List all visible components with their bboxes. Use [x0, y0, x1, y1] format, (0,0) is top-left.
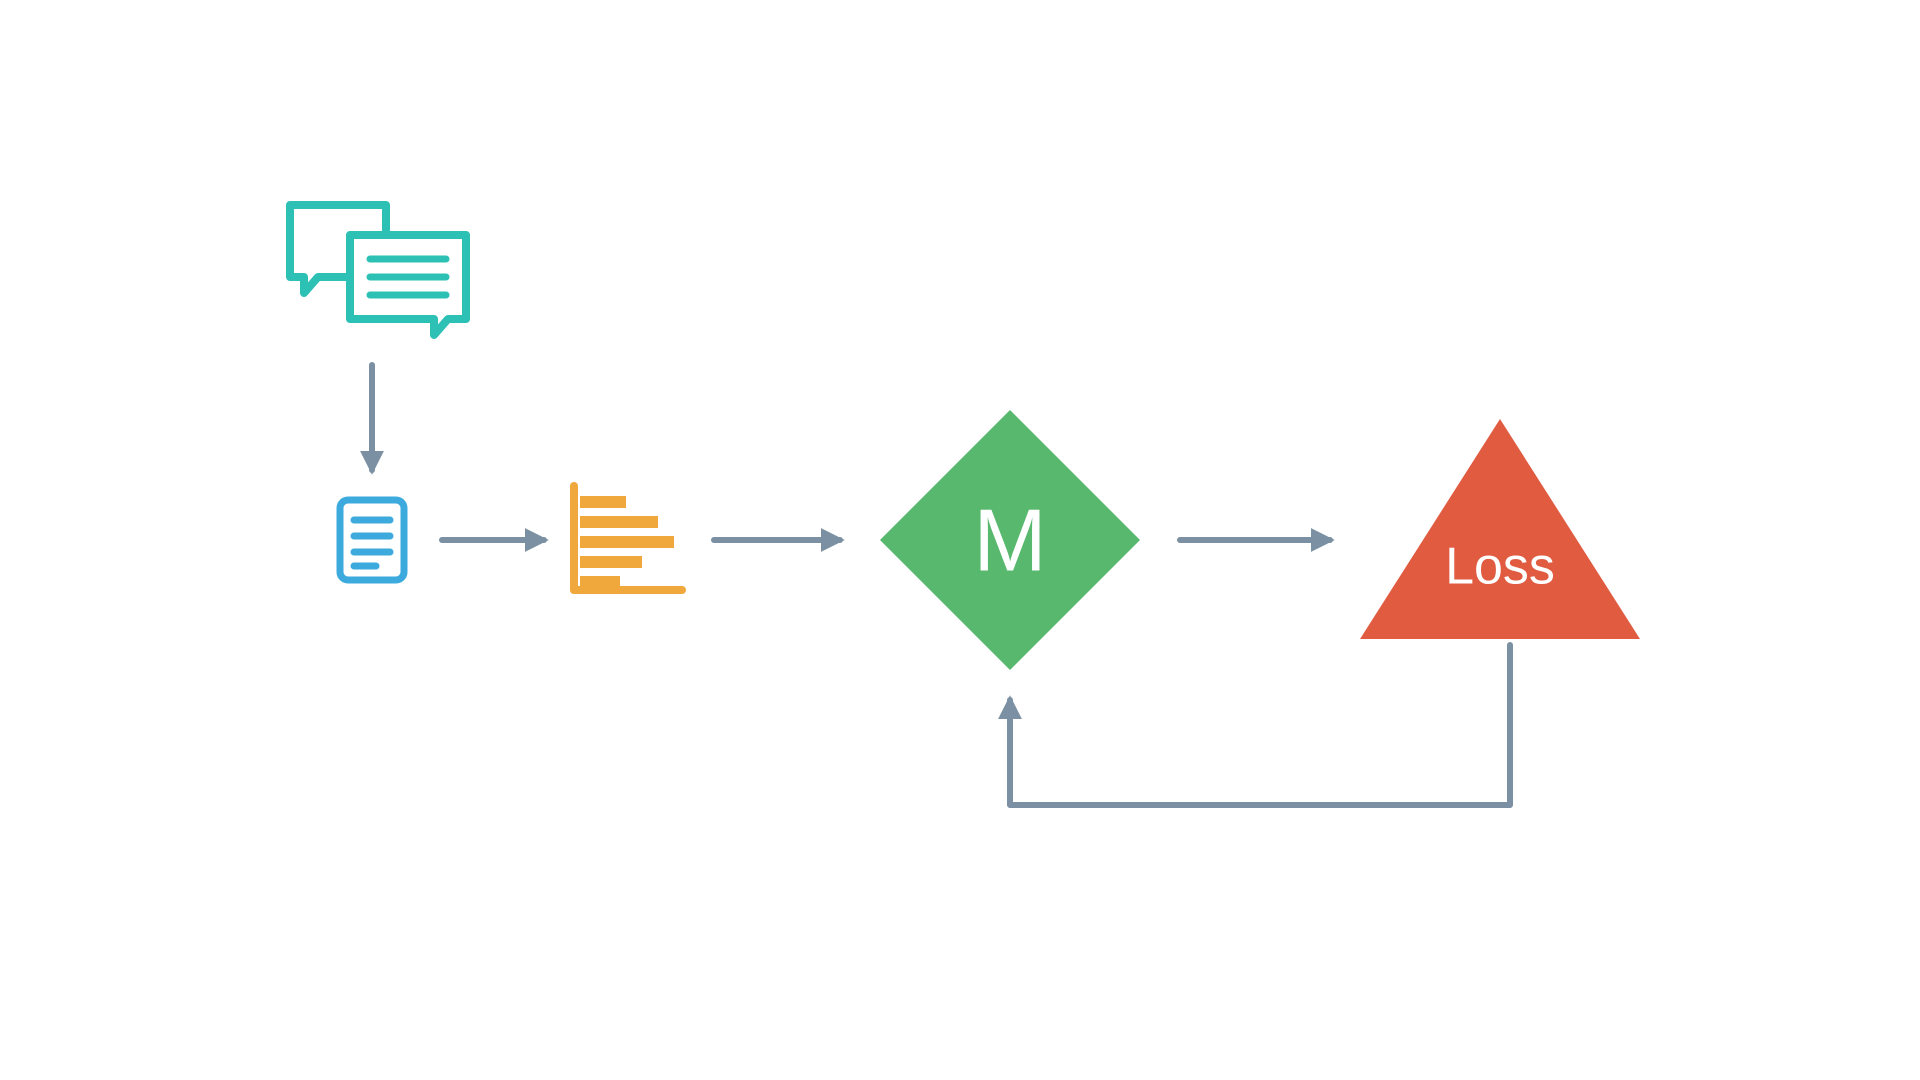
model-label: M	[973, 491, 1046, 590]
loss-label: Loss	[1445, 537, 1555, 595]
